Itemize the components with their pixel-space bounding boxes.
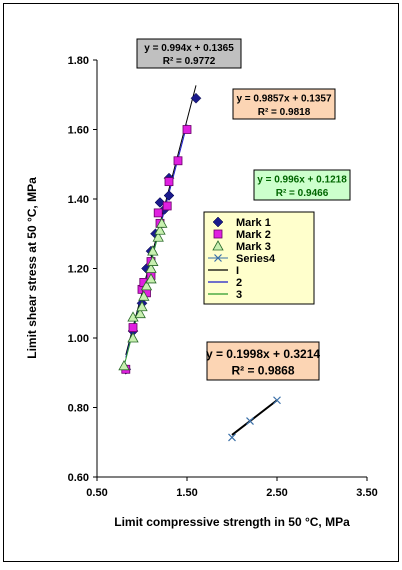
chart-area-border bbox=[3, 3, 399, 562]
legend-label: Series4 bbox=[236, 253, 276, 265]
legend-marker-3 bbox=[212, 240, 224, 251]
r2-text-1: R² = 0.9772 bbox=[163, 56, 216, 67]
legend-label: Mark 3 bbox=[236, 241, 271, 253]
point-mark-3 bbox=[147, 245, 159, 256]
legend-marker-2 bbox=[213, 229, 223, 239]
r2-text-4: R² = 0.9868 bbox=[231, 364, 294, 378]
point-mark-3 bbox=[145, 262, 157, 273]
y-tick-label: 0.60 bbox=[68, 472, 89, 484]
equation-box-1 bbox=[136, 38, 242, 69]
x-tick-label: 0.50 bbox=[86, 487, 107, 499]
point-mark-3 bbox=[156, 217, 168, 228]
point-mark-3 bbox=[138, 290, 150, 301]
point-mark-1 bbox=[154, 197, 166, 208]
x-tick-label: 3.50 bbox=[356, 487, 377, 499]
y-tick-label: 0.80 bbox=[68, 403, 89, 415]
equation-box-4 bbox=[206, 341, 320, 381]
point-series4 bbox=[246, 417, 254, 425]
point-mark-2 bbox=[182, 125, 192, 134]
trendline-4 bbox=[231, 399, 278, 436]
point-mark-3 bbox=[134, 307, 146, 319]
x-tick-label: 2.50 bbox=[266, 487, 287, 499]
y-tick-label: 1.20 bbox=[68, 264, 89, 276]
point-mark-2 bbox=[164, 177, 174, 187]
point-mark-3 bbox=[147, 255, 159, 266]
y-tick-label: 1.80 bbox=[68, 55, 89, 67]
legend-label: I bbox=[236, 265, 239, 277]
point-mark-2 bbox=[153, 208, 163, 218]
y-axis-title: Limit shear stress at 50 °C, MPa bbox=[25, 177, 39, 359]
point-mark-3 bbox=[154, 224, 166, 235]
y-tick-label: 1.60 bbox=[68, 125, 89, 137]
equation-box-2 bbox=[232, 88, 336, 120]
r2-text-2: R² = 0.9818 bbox=[258, 107, 311, 118]
point-mark-1 bbox=[190, 92, 202, 104]
x-tick-label: 1.50 bbox=[176, 487, 197, 499]
legend-label: 3 bbox=[236, 289, 242, 301]
legend-label: Mark 2 bbox=[236, 229, 271, 241]
point-mark-3 bbox=[127, 332, 139, 343]
point-series4 bbox=[228, 433, 236, 442]
data-points bbox=[118, 92, 281, 442]
point-mark-2 bbox=[128, 323, 138, 332]
point-mark-3 bbox=[152, 231, 164, 242]
equation-labels: y = 0.994x + 0.1365 R² = 0.9772 y = 0.9857… bbox=[136, 38, 351, 381]
point-mark-3 bbox=[145, 273, 157, 284]
legend-marker-1 bbox=[212, 216, 224, 228]
equation-text-3: y = 0.996x + 0.1218 bbox=[257, 175, 347, 186]
point-series4 bbox=[273, 396, 281, 405]
y-tick-label: 1.40 bbox=[68, 194, 89, 206]
point-mark-3 bbox=[118, 359, 130, 371]
equation-box-3 bbox=[253, 169, 351, 201]
x-axis-title: Limit compressive strength in 50 °C, MPa bbox=[114, 515, 350, 529]
legend-label: 2 bbox=[236, 277, 242, 289]
equation-text-1: y = 0.994x + 0.1365 bbox=[144, 43, 234, 54]
point-mark-3 bbox=[140, 280, 153, 291]
point-mark-1 bbox=[163, 190, 175, 201]
legend-label: Mark 1 bbox=[236, 217, 271, 229]
equation-text-2: y = 0.9857x + 0.1357 bbox=[236, 94, 332, 105]
r2-text-3: R² = 0.9466 bbox=[276, 188, 329, 199]
point-mark-3 bbox=[136, 300, 148, 312]
y-tick-label: 1.00 bbox=[68, 333, 89, 345]
axes: 0.60 0.80 1.00 1.20 1.40 1.60 1.80 0.50 1.50 2.50… bbox=[68, 55, 378, 499]
point-mark-2 bbox=[162, 201, 172, 211]
legend-marker-4 bbox=[214, 254, 222, 262]
equation-text-4: y = 0.1998x + 0.3214 bbox=[206, 347, 320, 361]
point-mark-2 bbox=[173, 156, 183, 166]
